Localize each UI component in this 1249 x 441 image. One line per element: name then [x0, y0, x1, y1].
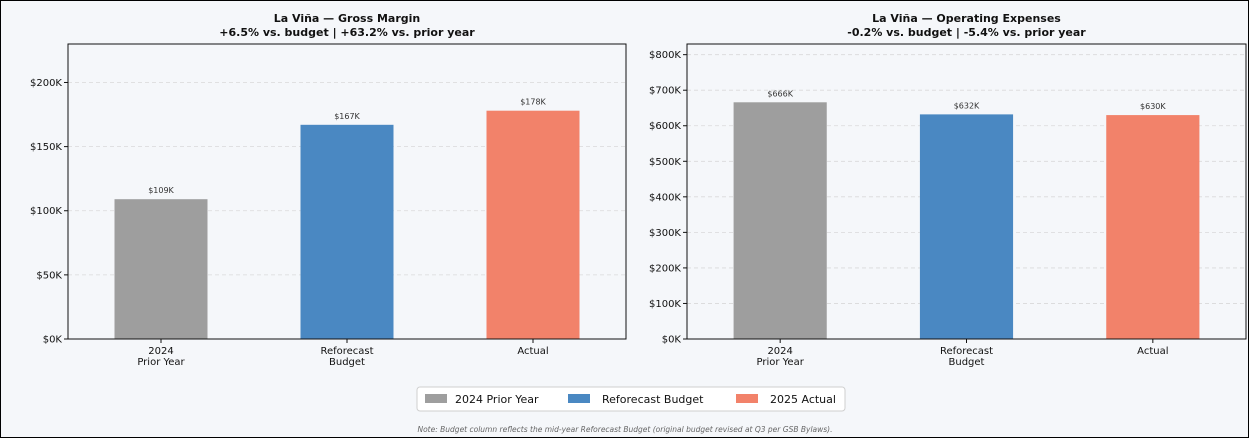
- bar-actual: [1106, 115, 1200, 339]
- legend: 2024 Prior Year Reforecast Budget 2025 A…: [416, 386, 846, 412]
- operating-expenses-chart: $0K $100K $200K $300K $400K $500K $600K $700K $8…: [649, 12, 1247, 368]
- bar-2024-prior-year: [733, 102, 827, 339]
- bar-actual: [486, 110, 580, 340]
- legend-label-2025-actual: 2025 Actual: [770, 393, 836, 406]
- data-label-actual: $630K: [1140, 102, 1166, 111]
- axes-frame: [686, 43, 1247, 340]
- x-tick-label-2024-prior-year: 2024 Prior Year: [757, 346, 805, 368]
- x-tick-label-reforecast-budget: Reforecast Budget: [320, 346, 373, 368]
- x-tick-label-actual: Actual: [1137, 346, 1168, 357]
- axes-frame: [67, 43, 627, 340]
- legend-swatch-reforecast-budget: [568, 394, 590, 403]
- y-tick-label: $700K: [649, 86, 681, 97]
- x-tick-label-2024-prior-year: 2024 Prior Year: [137, 346, 185, 368]
- y-tick-label: $100K: [30, 206, 62, 217]
- y-tick-label: $500K: [649, 157, 681, 168]
- legend-label-reforecast-budget: Reforecast Budget: [602, 393, 704, 406]
- legend-frame: [416, 386, 846, 412]
- y-tick-label: $0K: [662, 335, 682, 346]
- data-label-actual: $178K: [520, 98, 546, 107]
- x-tick-label-reforecast-budget: Reforecast Budget: [940, 346, 993, 368]
- legend-label-prior-year: 2024 Prior Year: [455, 393, 539, 406]
- footnote: Note: Budget column reflects the mid-yea…: [417, 425, 832, 434]
- y-tick-label: $0K: [43, 335, 63, 346]
- data-label-2024-prior-year: $109K: [148, 186, 174, 195]
- legend-swatch-2025-actual: [736, 394, 758, 403]
- y-tick-label: $200K: [649, 263, 681, 274]
- data-label-2024-prior-year: $666K: [767, 89, 793, 98]
- y-tick-label: $600K: [649, 121, 681, 132]
- y-tick-label: $800K: [649, 50, 681, 61]
- y-tick-label: $200K: [30, 78, 62, 89]
- chart-subtitle: +6.5% vs. budget | +63.2% vs. prior year: [219, 26, 475, 39]
- chart-title: La Viña — Operating Expenses: [872, 12, 1061, 25]
- data-label-reforecast-budget: $167K: [334, 112, 360, 121]
- bar-reforecast-budget: [919, 114, 1014, 339]
- y-tick-label: $100K: [649, 299, 681, 310]
- bar-reforecast-budget: [300, 124, 394, 339]
- data-label-reforecast-budget: $632K: [954, 101, 980, 110]
- bar-2024-prior-year: [114, 199, 208, 339]
- x-tick-label-actual: Actual: [517, 346, 548, 357]
- y-tick-label: $400K: [649, 192, 681, 203]
- legend-swatch-prior-year: [425, 394, 447, 403]
- chart-subtitle: -0.2% vs. budget | -5.4% vs. prior year: [847, 26, 1086, 39]
- chart-title: La Viña — Gross Margin: [274, 12, 420, 25]
- y-tick-label: $50K: [36, 270, 62, 281]
- y-tick-label: $300K: [649, 228, 681, 239]
- gross-margin-chart: $0K $50K $100K $150K $200K $109K 2024 Prior Yea…: [30, 12, 627, 368]
- y-tick-label: $150K: [30, 142, 62, 153]
